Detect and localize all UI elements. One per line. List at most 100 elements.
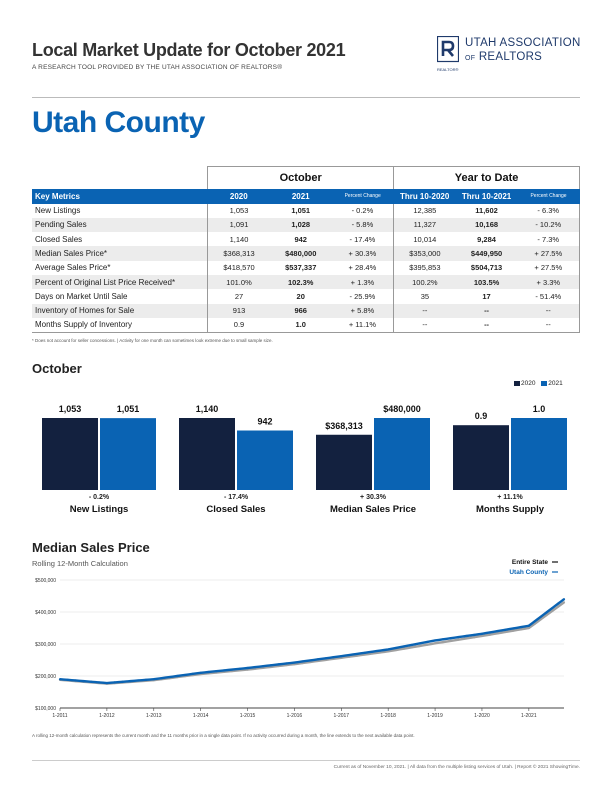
series-point: [465, 637, 468, 640]
table-row: Pending Sales 1,091 1,028- 5.8% 11,327 10,16…: [32, 217, 580, 233]
metric-label: Percent of Original List Price Received*: [32, 274, 208, 290]
series-point: [449, 639, 452, 643]
series-point: [293, 661, 296, 664]
bar-group-caption: + 11.1% Months Supply: [449, 494, 571, 515]
x-tick-label: 1-2012: [99, 713, 115, 719]
group-october: October: [207, 166, 395, 189]
series-point: [152, 678, 155, 681]
metric-value: + 11.1%: [331, 317, 394, 333]
metric-label: Inventory of Homes for Sale: [32, 303, 208, 318]
group-ytd: Year to Date: [393, 166, 580, 189]
median-price-line-chart: $100,000 $200,000 $300,000 $400,000 $500,000…: [35, 559, 566, 719]
series-point: [496, 629, 499, 633]
series-point: [129, 680, 132, 683]
metric-value: 1,051: [291, 206, 311, 216]
metric-value: --: [517, 303, 580, 318]
metric-value: 102.3%: [269, 274, 332, 290]
series-point: [254, 665, 257, 669]
series-point: [90, 680, 93, 683]
october-bar-chart: 1,053 1,051 1,140 942 $368,313 $480,000 0.9 1.0: [42, 404, 567, 490]
series-point: [488, 631, 491, 634]
series-point: [207, 670, 210, 674]
table-footnote: * Does not account for seller concession…: [32, 338, 273, 343]
blank-header: [32, 166, 208, 189]
series-point: [527, 624, 530, 627]
series-point: [539, 615, 542, 619]
table-row: Months Supply of Inventory 0.9 1.0 + 11.1% -…: [32, 317, 580, 333]
col-2020: 2020: [207, 188, 270, 204]
series-point: [222, 669, 226, 672]
series-point: [262, 665, 265, 668]
metric-label: New Listings: [35, 206, 81, 216]
metric-value: 1,028: [269, 217, 332, 233]
y-tick-label: $300,000: [35, 642, 56, 648]
metric-value: + 27.5%: [517, 246, 580, 261]
series-point: [488, 633, 491, 636]
series-point: [144, 678, 148, 681]
metric-value: --: [455, 317, 518, 333]
metric-value: $418,570: [207, 260, 270, 275]
metric-value: $449,950: [455, 246, 518, 261]
series-point: [168, 675, 171, 679]
bar-2020: [453, 425, 509, 490]
footer-text: Current as of November 10, 2021. | All d…: [333, 765, 580, 770]
series-point: [551, 606, 554, 610]
series-point: [465, 634, 468, 638]
bar-group-caption: - 0.2% New Listings: [38, 494, 160, 515]
bar-2021: [511, 418, 567, 490]
series-point: [504, 628, 507, 631]
series-point: [269, 664, 273, 667]
y-tick-label: $200,000: [35, 674, 56, 680]
logo-text-line2: OF REALTORS: [465, 51, 543, 63]
bar-value-label: 1,051: [117, 404, 140, 414]
series-point: [121, 680, 124, 683]
col-thru-2020: Thru 10-2020: [393, 188, 456, 204]
series-point: [418, 644, 421, 648]
series-point: [355, 652, 359, 656]
bar-2020: [316, 434, 372, 490]
metric-value: $368,313: [207, 246, 270, 261]
series-point: [433, 642, 437, 645]
series-point: [191, 672, 194, 675]
series-point: [512, 629, 515, 632]
series-point: [402, 645, 405, 648]
series-point: [340, 655, 343, 658]
metric-value: + 5.8%: [331, 303, 394, 318]
line-legend-label: Utah County: [509, 569, 548, 576]
metric-label: Median Sales Price*: [32, 246, 208, 261]
table-row: Closed Sales 1,140 942 - 17.4% 10,014 9,284 - …: [32, 232, 580, 247]
bar-2021: [374, 418, 430, 490]
series-point: [285, 662, 288, 665]
col-2021: 2021: [269, 188, 332, 204]
x-tick-label: 1-2013: [146, 713, 162, 719]
metric-value: $395,853: [393, 260, 456, 275]
series-point: [348, 653, 351, 657]
metric-value: + 30.3%: [331, 246, 394, 261]
logo-text-line1: UTAH ASSOCIATION: [465, 37, 581, 49]
col-ytd-pct-change: Percent Change: [517, 188, 580, 204]
series-point: [418, 642, 421, 645]
series-point: [82, 680, 85, 683]
series-point: [246, 666, 249, 670]
series-point: [410, 646, 413, 649]
series-point: [230, 668, 234, 671]
x-tick-label: 1-2020: [474, 713, 490, 719]
series-point: [473, 633, 476, 636]
october-chart-title: October: [32, 361, 82, 376]
metric-value: 27: [207, 289, 270, 304]
x-tick-label: 1-2021: [521, 713, 537, 719]
bar-value-label: 0.9: [475, 411, 488, 421]
metric-value: + 1.3%: [331, 274, 394, 290]
series-line-entire-state: [59, 601, 565, 685]
bar-2020: [42, 418, 98, 490]
metric-value: --: [517, 317, 580, 333]
series-point: [457, 638, 460, 641]
metric-value: 942: [294, 234, 307, 244]
series-point: [387, 648, 390, 651]
report-title: Local Market Update for October 2021: [32, 40, 346, 60]
metric-label: Months Supply of Inventory: [32, 317, 208, 333]
metric-value: --: [393, 317, 456, 333]
bar-value-label: 1,140: [196, 404, 219, 414]
bar-group-name: Median Sales Price: [329, 504, 417, 515]
series-point: [533, 620, 536, 623]
